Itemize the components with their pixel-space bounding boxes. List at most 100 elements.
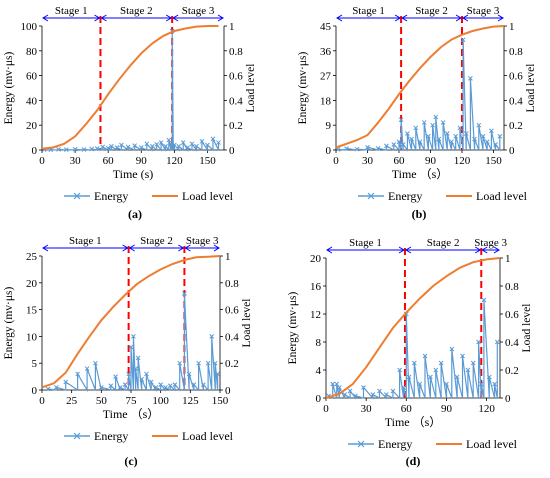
energy-series-line xyxy=(337,39,501,152)
y2-tick-label: 0.2 xyxy=(229,120,243,132)
energy-point xyxy=(177,360,183,366)
energy-point xyxy=(105,145,111,151)
stage-arrow-head xyxy=(475,246,482,254)
energy-point xyxy=(94,146,100,151)
y-tick-label: 20 xyxy=(26,120,38,132)
y2-tick-label: 0.6 xyxy=(505,309,519,321)
energy-point xyxy=(126,371,131,377)
energy-point xyxy=(191,382,197,387)
y-tick-label: 45 xyxy=(320,21,332,33)
panel-label: (d) xyxy=(406,454,421,468)
energy-point xyxy=(330,381,336,387)
energy-point xyxy=(353,393,358,399)
stage-label: Stage 1 xyxy=(349,237,382,249)
y-tick-label: 0 xyxy=(32,385,38,397)
y2-tick-label: 0.4 xyxy=(509,95,523,107)
x-axis-label: Time (s) xyxy=(113,167,154,181)
stage-arrow-head xyxy=(128,244,135,252)
energy-point xyxy=(212,360,218,366)
energy-point xyxy=(176,143,182,149)
energy-point xyxy=(158,140,164,145)
energy-point xyxy=(354,146,360,152)
y2-tick-label: 0 xyxy=(505,393,511,405)
x-tick-label: 90 xyxy=(136,155,148,167)
y-tick-label: 12 xyxy=(310,309,321,321)
energy-point xyxy=(109,143,114,149)
x-tick-label: 125 xyxy=(182,395,199,407)
energy-point xyxy=(108,383,114,389)
energy-series-line xyxy=(47,293,219,393)
energy-point xyxy=(365,144,370,150)
legend-energy-label: Energy xyxy=(388,189,422,203)
energy-point xyxy=(421,120,427,125)
energy-point xyxy=(199,138,205,144)
y-tick-label: 40 xyxy=(26,95,38,107)
load-level-series-line xyxy=(335,25,505,149)
energy-point xyxy=(344,146,349,151)
energy-point xyxy=(84,366,90,371)
energy-point xyxy=(433,367,439,373)
y-tick-label: 20 xyxy=(26,278,38,290)
energy-point xyxy=(492,381,497,387)
energy-point xyxy=(163,143,168,149)
stage-arrow-head xyxy=(165,14,173,22)
stage-arrow-head xyxy=(455,14,462,22)
energy-point xyxy=(56,147,61,152)
y-tick-label: 100 xyxy=(21,21,38,33)
y2-tick-label: 0.4 xyxy=(225,331,239,343)
chart-panel: 0 30 60 90 120 0 4 8 12 16 20 0 0.2 0.4 0.6 0.8 1 Energy … xyxy=(287,237,533,468)
panel-label: (b) xyxy=(412,207,427,221)
energy-point xyxy=(411,360,417,366)
y2-tick-label: 0.8 xyxy=(505,281,519,293)
energy-point xyxy=(428,374,433,380)
energy-point xyxy=(430,122,435,128)
energy-point xyxy=(114,145,120,150)
energy-point xyxy=(122,382,128,387)
stage-arrow-head xyxy=(217,14,224,22)
x-tick-label: 30 xyxy=(361,403,373,415)
x-tick-label: 90 xyxy=(425,155,437,167)
y2-tick-label: 0.2 xyxy=(505,365,519,377)
y2-axis-label: Load level xyxy=(245,64,257,113)
energy-point xyxy=(413,125,419,131)
stage-arrow-head xyxy=(100,14,107,22)
energy-point xyxy=(400,142,406,147)
y-axis-label: Energy (mv·μs) xyxy=(3,51,15,124)
energy-point xyxy=(45,386,51,392)
energy-point xyxy=(113,374,118,379)
y-tick-label: 80 xyxy=(26,46,38,58)
energy-point xyxy=(138,145,144,150)
legend-energy-label: Energy xyxy=(94,189,128,203)
x-tick-label: 60 xyxy=(394,155,406,167)
energy-point xyxy=(361,385,366,390)
load-level-series-line xyxy=(41,255,221,389)
energy-point xyxy=(396,139,402,145)
y2-tick-label: 0.2 xyxy=(509,120,523,132)
y2-tick-label: 1 xyxy=(505,253,511,265)
stage-arrow-head xyxy=(493,246,500,254)
x-tick-label: 120 xyxy=(454,155,471,167)
energy-point xyxy=(342,392,348,397)
y2-tick-label: 1 xyxy=(509,21,515,33)
load-level-series-line xyxy=(325,257,501,399)
energy-point xyxy=(131,334,136,339)
energy-series-line xyxy=(43,30,220,153)
energy-point xyxy=(493,142,498,147)
energy-point xyxy=(144,371,149,377)
energy-point xyxy=(119,142,124,148)
legend-load-label: Load level xyxy=(182,189,234,203)
y-axis-label: Energy (mv·μs) xyxy=(297,51,309,124)
y-tick-label: 0 xyxy=(316,393,322,405)
y-tick-label: 8 xyxy=(316,337,322,349)
energy-point xyxy=(209,334,215,339)
x-tick-label: 150 xyxy=(212,395,229,407)
energy-point xyxy=(81,147,87,152)
x-tick-label: 30 xyxy=(362,155,374,167)
energy-point xyxy=(117,384,123,390)
legend-energy-label: Energy xyxy=(378,437,412,451)
energy-point xyxy=(205,360,211,366)
stage-arrow-head xyxy=(184,244,191,252)
energy-point xyxy=(53,384,59,390)
legend-energy-marker xyxy=(73,192,81,200)
energy-point xyxy=(457,125,463,131)
